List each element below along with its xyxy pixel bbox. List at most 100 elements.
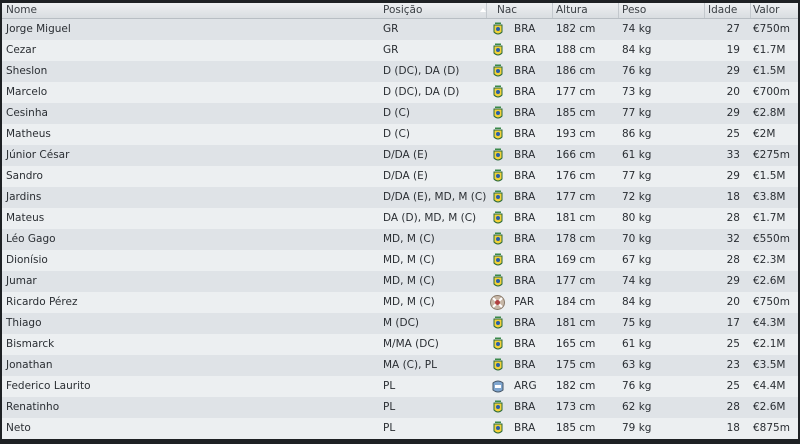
player-position: M (DC) bbox=[383, 317, 420, 329]
brazil-flag-icon bbox=[493, 316, 503, 329]
brazil-flag-icon bbox=[493, 211, 503, 224]
table-row[interactable]: Renatinho PL BRA 173 cm 62 kg 28 €2.6M bbox=[2, 397, 798, 418]
player-age: 29 bbox=[726, 65, 740, 77]
player-name: Ricardo Pérez bbox=[6, 296, 78, 308]
player-weight: 79 kg bbox=[622, 422, 652, 434]
table-row[interactable]: Matheus D (C) BRA 193 cm 86 kg 25 €2M bbox=[2, 124, 798, 145]
player-name: Dionísio bbox=[6, 254, 48, 266]
table-row[interactable]: Mateus DA (D), MD, M (C) BRA 181 cm 80 k… bbox=[2, 208, 798, 229]
table-row[interactable]: Cesinha D (C) BRA 185 cm 77 kg 29 €2.8M bbox=[2, 103, 798, 124]
player-weight: 73 kg bbox=[622, 86, 652, 98]
player-name: Renatinho bbox=[6, 401, 60, 413]
brazil-flag-icon bbox=[493, 43, 503, 56]
table-row[interactable]: Jorge Miguel GR BRA 182 cm 74 kg 27 €750… bbox=[2, 19, 798, 40]
player-nationality: BRA bbox=[514, 317, 536, 329]
player-age: 27 bbox=[726, 23, 740, 35]
player-nationality: BRA bbox=[514, 191, 536, 203]
player-nationality: BRA bbox=[514, 422, 536, 434]
player-value: €550m bbox=[753, 233, 790, 245]
player-name: Neto bbox=[6, 422, 31, 434]
player-value: €1.7M bbox=[753, 212, 786, 224]
player-height: 165 cm bbox=[556, 338, 596, 350]
player-name: Jumar bbox=[6, 275, 37, 287]
player-value: €1.5M bbox=[753, 65, 786, 77]
player-name: Marcelo bbox=[6, 86, 48, 98]
player-nationality: BRA bbox=[514, 212, 536, 224]
player-nationality: BRA bbox=[514, 149, 536, 161]
table-row[interactable]: Jardins D/DA (E), MD, M (C) BRA 177 cm 7… bbox=[2, 187, 798, 208]
player-height: 188 cm bbox=[556, 44, 596, 56]
col-header-value[interactable]: Valor bbox=[753, 4, 780, 16]
brazil-flag-icon bbox=[493, 127, 503, 140]
player-age: 23 bbox=[726, 359, 740, 371]
player-weight: 74 kg bbox=[622, 275, 652, 287]
player-name: Matheus bbox=[6, 128, 51, 140]
col-header-age[interactable]: Idade bbox=[708, 4, 738, 16]
player-weight: 76 kg bbox=[622, 65, 652, 77]
player-position: MD, M (C) bbox=[383, 296, 435, 308]
player-age: 28 bbox=[726, 401, 740, 413]
col-header-name[interactable]: Nome bbox=[6, 4, 37, 16]
player-age: 29 bbox=[726, 170, 740, 182]
table-row[interactable]: Sheslon D (DC), DA (D) BRA 186 cm 76 kg … bbox=[2, 61, 798, 82]
player-height: 193 cm bbox=[556, 128, 596, 140]
player-weight: 77 kg bbox=[622, 107, 652, 119]
player-value: €750m bbox=[753, 23, 790, 35]
player-weight: 61 kg bbox=[622, 338, 652, 350]
brazil-flag-icon bbox=[493, 85, 503, 98]
col-header-position[interactable]: Posição bbox=[383, 4, 423, 16]
brazil-flag-icon bbox=[493, 106, 503, 119]
table-row[interactable]: Jonathan MA (C), PL BRA 175 cm 63 kg 23 … bbox=[2, 355, 798, 376]
player-age: 25 bbox=[726, 380, 740, 392]
player-name: Jardins bbox=[6, 191, 42, 203]
player-value: €4.4M bbox=[753, 380, 786, 392]
player-age: 20 bbox=[726, 86, 740, 98]
player-name: Bismarck bbox=[6, 338, 55, 350]
col-header-nationality[interactable]: Nac bbox=[497, 4, 518, 16]
player-nationality: BRA bbox=[514, 359, 536, 371]
player-age: 20 bbox=[726, 296, 740, 308]
player-value: €700m bbox=[753, 86, 790, 98]
table-row[interactable]: Jumar MD, M (C) BRA 177 cm 74 kg 29 €2.6… bbox=[2, 271, 798, 292]
table-row[interactable]: Sandro D/DA (E) BRA 176 cm 77 kg 29 €1.5… bbox=[2, 166, 798, 187]
player-position: D/DA (E) bbox=[383, 170, 428, 182]
player-age: 28 bbox=[726, 212, 740, 224]
player-height: 181 cm bbox=[556, 212, 596, 224]
table-row[interactable]: Federico Laurito PL ARG 182 cm 76 kg 25 … bbox=[2, 376, 798, 397]
player-nationality: ARG bbox=[514, 380, 537, 392]
table-row[interactable]: Ricardo Pérez MD, M (C) PAR 184 cm 84 kg… bbox=[2, 292, 798, 313]
player-position: D (DC), DA (D) bbox=[383, 65, 460, 77]
table-row[interactable]: Thiago M (DC) BRA 181 cm 75 kg 17 €4.3M bbox=[2, 313, 798, 334]
brazil-flag-icon bbox=[493, 421, 503, 434]
table-row[interactable]: Bismarck M/MA (DC) BRA 165 cm 61 kg 25 €… bbox=[2, 334, 798, 355]
table-row[interactable]: Léo Gago MD, M (C) BRA 178 cm 70 kg 32 €… bbox=[2, 229, 798, 250]
player-name: Júnior César bbox=[6, 149, 70, 161]
player-nationality: BRA bbox=[514, 233, 536, 245]
col-header-weight[interactable]: Peso bbox=[622, 4, 647, 16]
table-row[interactable]: Dionísio MD, M (C) BRA 169 cm 67 kg 28 €… bbox=[2, 250, 798, 271]
player-value: €275m bbox=[753, 149, 790, 161]
player-position: MA (C), PL bbox=[383, 359, 437, 371]
player-position: GR bbox=[383, 44, 399, 56]
player-value: €2.8M bbox=[753, 107, 786, 119]
col-header-height[interactable]: Altura bbox=[556, 4, 588, 16]
player-position: D/DA (E), MD, M (C) bbox=[383, 191, 487, 203]
player-weight: 72 kg bbox=[622, 191, 652, 203]
player-position: MD, M (C) bbox=[383, 254, 435, 266]
player-name: Jorge Miguel bbox=[6, 23, 71, 35]
brazil-flag-icon bbox=[493, 232, 503, 245]
table-row[interactable]: Marcelo D (DC), DA (D) BRA 177 cm 73 kg … bbox=[2, 82, 798, 103]
player-weight: 84 kg bbox=[622, 296, 652, 308]
table-row[interactable]: Júnior César D/DA (E) BRA 166 cm 61 kg 3… bbox=[2, 145, 798, 166]
table-row[interactable]: Neto PL BRA 185 cm 79 kg 18 €875m bbox=[2, 418, 798, 439]
player-position: D (C) bbox=[383, 107, 410, 119]
player-value: €3.8M bbox=[753, 191, 786, 203]
player-position: D (DC), DA (D) bbox=[383, 86, 460, 98]
player-value: €2.3M bbox=[753, 254, 786, 266]
player-nationality: BRA bbox=[514, 23, 536, 35]
player-position: PL bbox=[383, 380, 396, 392]
table-row[interactable]: Cezar GR BRA 188 cm 84 kg 19 €1.7M bbox=[2, 40, 798, 61]
player-height: 184 cm bbox=[556, 296, 596, 308]
brazil-flag-icon bbox=[493, 358, 503, 371]
player-nationality: PAR bbox=[514, 296, 535, 308]
